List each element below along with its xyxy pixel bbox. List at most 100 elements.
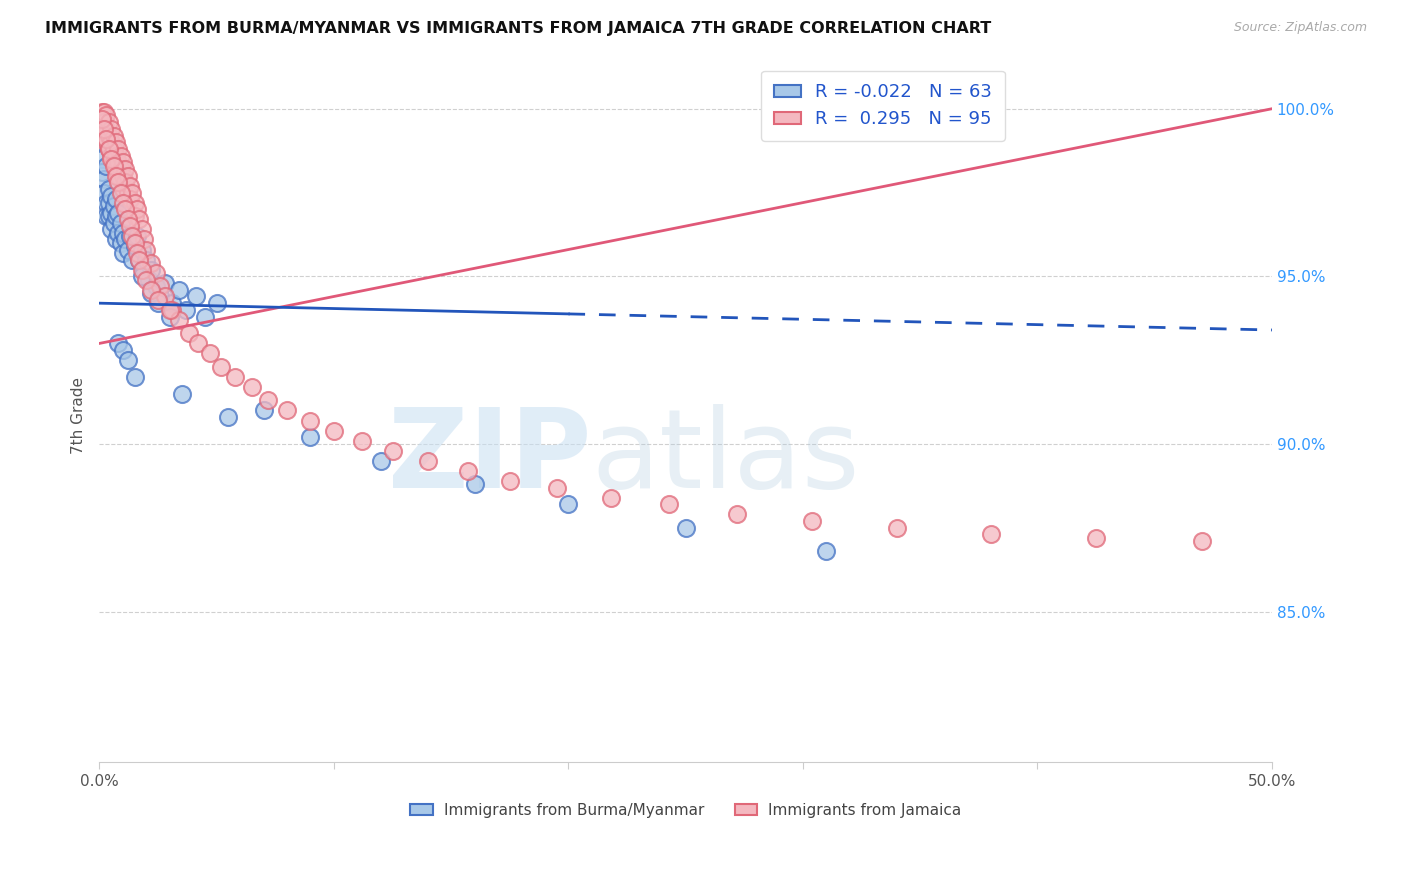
Text: IMMIGRANTS FROM BURMA/MYANMAR VS IMMIGRANTS FROM JAMAICA 7TH GRADE CORRELATION C: IMMIGRANTS FROM BURMA/MYANMAR VS IMMIGRA… bbox=[45, 21, 991, 36]
Point bbox=[124, 195, 146, 210]
Point bbox=[100, 222, 122, 236]
Point bbox=[90, 165, 112, 179]
Y-axis label: 7th Grade: 7th Grade bbox=[72, 377, 86, 454]
Point bbox=[160, 302, 183, 317]
Point bbox=[725, 508, 748, 522]
Point bbox=[205, 296, 228, 310]
Point bbox=[138, 273, 160, 287]
Point bbox=[100, 135, 122, 149]
Point bbox=[1191, 534, 1213, 549]
Point bbox=[111, 343, 134, 357]
Point bbox=[159, 310, 181, 324]
Point bbox=[167, 313, 190, 327]
Point bbox=[352, 434, 374, 448]
Point bbox=[103, 128, 125, 143]
Point bbox=[546, 481, 568, 495]
Point bbox=[90, 125, 112, 139]
Point bbox=[457, 464, 479, 478]
Point bbox=[131, 243, 153, 257]
Point bbox=[139, 262, 162, 277]
Point bbox=[117, 186, 139, 200]
Point bbox=[117, 169, 139, 183]
Point bbox=[104, 169, 127, 183]
Point bbox=[198, 346, 221, 360]
Point bbox=[464, 477, 486, 491]
Point bbox=[93, 115, 115, 129]
Point bbox=[217, 410, 239, 425]
Point bbox=[124, 209, 146, 223]
Point bbox=[114, 176, 136, 190]
Point bbox=[801, 514, 824, 528]
Point bbox=[104, 209, 127, 223]
Point bbox=[114, 162, 136, 177]
Point bbox=[111, 246, 134, 260]
Point bbox=[125, 246, 148, 260]
Point bbox=[128, 252, 150, 267]
Point bbox=[100, 205, 122, 219]
Point bbox=[118, 219, 141, 233]
Point bbox=[96, 195, 118, 210]
Text: Source: ZipAtlas.com: Source: ZipAtlas.com bbox=[1233, 21, 1367, 34]
Point bbox=[104, 135, 127, 149]
Point bbox=[381, 443, 404, 458]
Point bbox=[240, 380, 263, 394]
Point bbox=[194, 310, 217, 324]
Point bbox=[118, 192, 141, 206]
Point bbox=[111, 169, 134, 183]
Legend: Immigrants from Burma/Myanmar, Immigrants from Jamaica: Immigrants from Burma/Myanmar, Immigrant… bbox=[404, 797, 967, 824]
Point bbox=[104, 149, 127, 163]
Point bbox=[96, 132, 118, 146]
Point bbox=[117, 212, 139, 227]
Point bbox=[93, 121, 115, 136]
Point bbox=[103, 216, 125, 230]
Point bbox=[104, 232, 127, 246]
Point bbox=[131, 262, 153, 277]
Point bbox=[124, 239, 146, 253]
Point bbox=[886, 521, 908, 535]
Point bbox=[174, 302, 197, 317]
Point bbox=[139, 286, 162, 301]
Point bbox=[114, 202, 136, 217]
Point bbox=[125, 202, 148, 217]
Point bbox=[90, 115, 112, 129]
Point bbox=[184, 289, 207, 303]
Point bbox=[416, 454, 439, 468]
Point bbox=[125, 229, 148, 244]
Point bbox=[97, 128, 120, 143]
Point bbox=[257, 393, 280, 408]
Point bbox=[110, 216, 132, 230]
Point bbox=[124, 235, 146, 250]
Text: atlas: atlas bbox=[592, 403, 860, 510]
Point bbox=[979, 527, 1001, 541]
Point bbox=[110, 162, 132, 177]
Point bbox=[139, 256, 162, 270]
Point bbox=[121, 252, 143, 267]
Point bbox=[107, 176, 129, 190]
Point bbox=[118, 229, 141, 244]
Point bbox=[100, 152, 122, 166]
Point bbox=[111, 195, 134, 210]
Point bbox=[1085, 531, 1108, 545]
Point bbox=[110, 149, 132, 163]
Point bbox=[96, 121, 118, 136]
Point bbox=[132, 232, 155, 246]
Point bbox=[815, 544, 838, 558]
Point bbox=[159, 302, 181, 317]
Point bbox=[160, 296, 183, 310]
Point bbox=[111, 155, 134, 169]
Point bbox=[557, 497, 579, 511]
Point bbox=[675, 521, 697, 535]
Point bbox=[117, 243, 139, 257]
Point bbox=[167, 283, 190, 297]
Point bbox=[103, 142, 125, 156]
Point bbox=[299, 413, 322, 427]
Point bbox=[170, 386, 193, 401]
Point bbox=[323, 424, 346, 438]
Point bbox=[658, 497, 681, 511]
Point bbox=[224, 370, 246, 384]
Point bbox=[107, 142, 129, 156]
Point bbox=[100, 121, 122, 136]
Point bbox=[135, 243, 157, 257]
Point bbox=[96, 209, 118, 223]
Text: ZIP: ZIP bbox=[388, 403, 592, 510]
